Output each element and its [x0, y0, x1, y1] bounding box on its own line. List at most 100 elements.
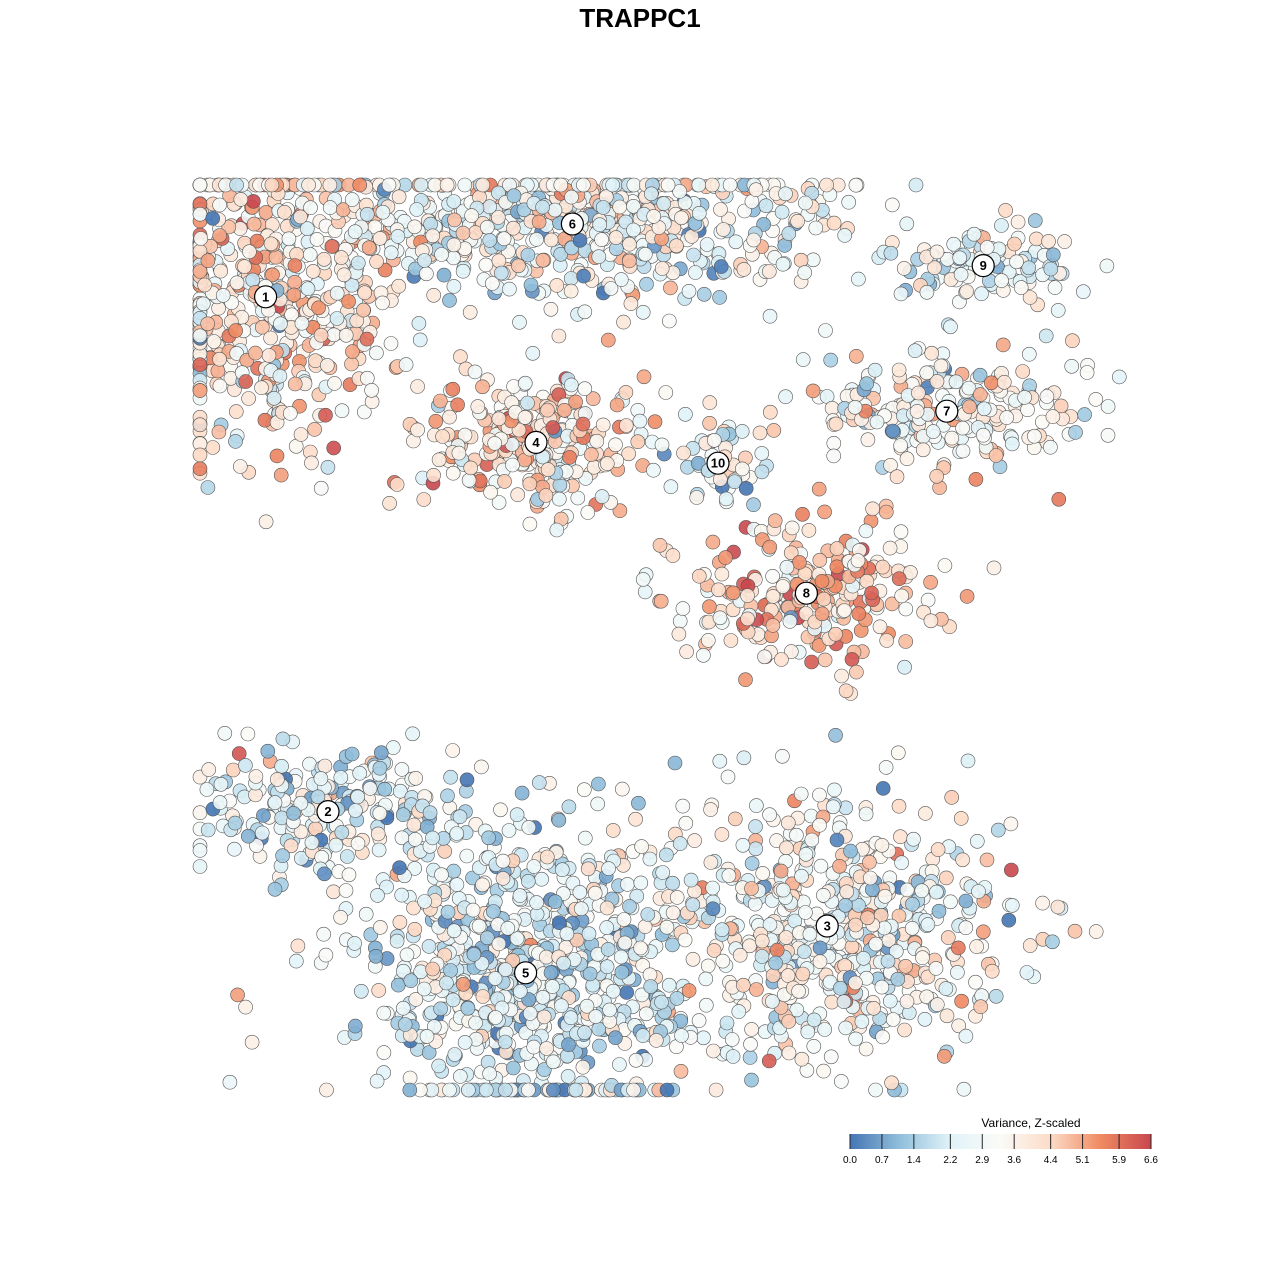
- cell-point: [483, 484, 498, 500]
- cell-point: [872, 619, 888, 635]
- cell-point: [435, 429, 450, 444]
- cell-point: [736, 262, 752, 277]
- cell-point: [708, 1082, 724, 1098]
- cell-point: [868, 936, 884, 952]
- cell-point: [1047, 280, 1063, 295]
- cell-point: [205, 440, 221, 455]
- cell-point: [371, 842, 387, 858]
- cell-point: [339, 849, 355, 864]
- cell-point: [192, 859, 208, 874]
- cell-point: [795, 966, 811, 982]
- cell-point: [659, 919, 675, 935]
- cell-point: [554, 862, 570, 878]
- cell-point: [341, 867, 357, 883]
- cell-point: [446, 923, 462, 939]
- cell-point: [192, 357, 208, 373]
- cell-point: [950, 965, 965, 980]
- cell-point: [1022, 938, 1038, 953]
- cell-point: [816, 591, 832, 607]
- cell-point: [587, 885, 603, 901]
- cell-point: [581, 926, 597, 942]
- cell-point: [890, 971, 906, 987]
- cell-point: [618, 385, 634, 400]
- cell-point: [512, 314, 527, 330]
- cell-point: [679, 644, 694, 660]
- cell-point: [738, 481, 754, 496]
- cell-point: [197, 277, 212, 293]
- cell-point: [440, 788, 455, 804]
- cell-point: [406, 817, 422, 833]
- cell-point: [780, 968, 796, 983]
- cell-point: [824, 994, 840, 1010]
- cell-point: [749, 798, 764, 813]
- cluster-label-1: 1: [254, 285, 278, 309]
- cell-point: [674, 1028, 689, 1043]
- cell-point: [618, 418, 634, 433]
- cell-point: [754, 949, 770, 964]
- cell-point: [843, 843, 858, 859]
- cell-point: [869, 414, 885, 430]
- cell-point: [287, 376, 303, 392]
- cell-point: [714, 827, 730, 842]
- cell-point: [294, 315, 310, 331]
- cell-point: [828, 626, 843, 642]
- cell-point: [1021, 260, 1037, 276]
- cell-point: [447, 212, 462, 228]
- cell-point: [738, 672, 753, 688]
- cell-point: [744, 881, 759, 896]
- cell-point: [425, 228, 441, 244]
- cell-point: [392, 783, 408, 799]
- cell-point: [412, 332, 428, 348]
- cell-point: [261, 348, 277, 363]
- cell-point: [370, 888, 385, 903]
- cell-point: [812, 940, 828, 956]
- cell-point: [257, 412, 273, 428]
- cell-point: [663, 479, 679, 495]
- cell-point: [605, 177, 620, 193]
- cell-point: [742, 1050, 758, 1065]
- cell-point: [911, 385, 926, 401]
- cell-point: [455, 225, 471, 241]
- cell-point: [665, 875, 680, 891]
- cell-point: [958, 920, 974, 936]
- cell-point: [898, 958, 913, 974]
- cell-point: [211, 424, 227, 440]
- cell-point: [621, 446, 637, 462]
- cell-point: [406, 900, 421, 916]
- cell-point: [817, 652, 833, 668]
- cell-point: [497, 474, 512, 489]
- cell-point: [349, 313, 365, 329]
- cell-point: [999, 410, 1015, 425]
- cell-point: [200, 316, 215, 332]
- cell-point: [806, 1012, 822, 1028]
- cell-point: [639, 276, 654, 292]
- cluster-label-text: 7: [943, 404, 950, 419]
- cell-point: [699, 237, 715, 252]
- cell-point: [474, 759, 489, 775]
- cell-point: [816, 1063, 831, 1079]
- cluster-label-text: 9: [980, 258, 987, 273]
- cell-point: [398, 357, 414, 372]
- cell-point: [241, 391, 256, 406]
- cell-point: [773, 863, 789, 879]
- cell-point: [986, 560, 1002, 576]
- cell-point: [293, 824, 309, 840]
- cell-point: [377, 781, 393, 797]
- cell-point: [800, 1024, 816, 1040]
- cell-point: [792, 555, 807, 570]
- cell-point: [356, 302, 371, 318]
- cell-point: [727, 811, 743, 827]
- cell-point: [968, 471, 984, 487]
- cell-point: [783, 545, 799, 561]
- legend-ticks: 0.0 0.7 1.4 2.2 2.9 3.6 4.4 5.1 5.9 6.6: [843, 1134, 1158, 1166]
- cell-point: [482, 1066, 497, 1081]
- cell-point: [590, 796, 606, 812]
- cluster-label-text: 2: [324, 804, 331, 819]
- cell-point: [333, 909, 348, 925]
- cell-point: [228, 434, 243, 449]
- cell-point: [436, 267, 452, 283]
- cell-point: [347, 224, 363, 239]
- cell-point: [416, 492, 432, 507]
- cell-point: [608, 1030, 623, 1045]
- legend-tick-label: 5.1: [1076, 1155, 1090, 1166]
